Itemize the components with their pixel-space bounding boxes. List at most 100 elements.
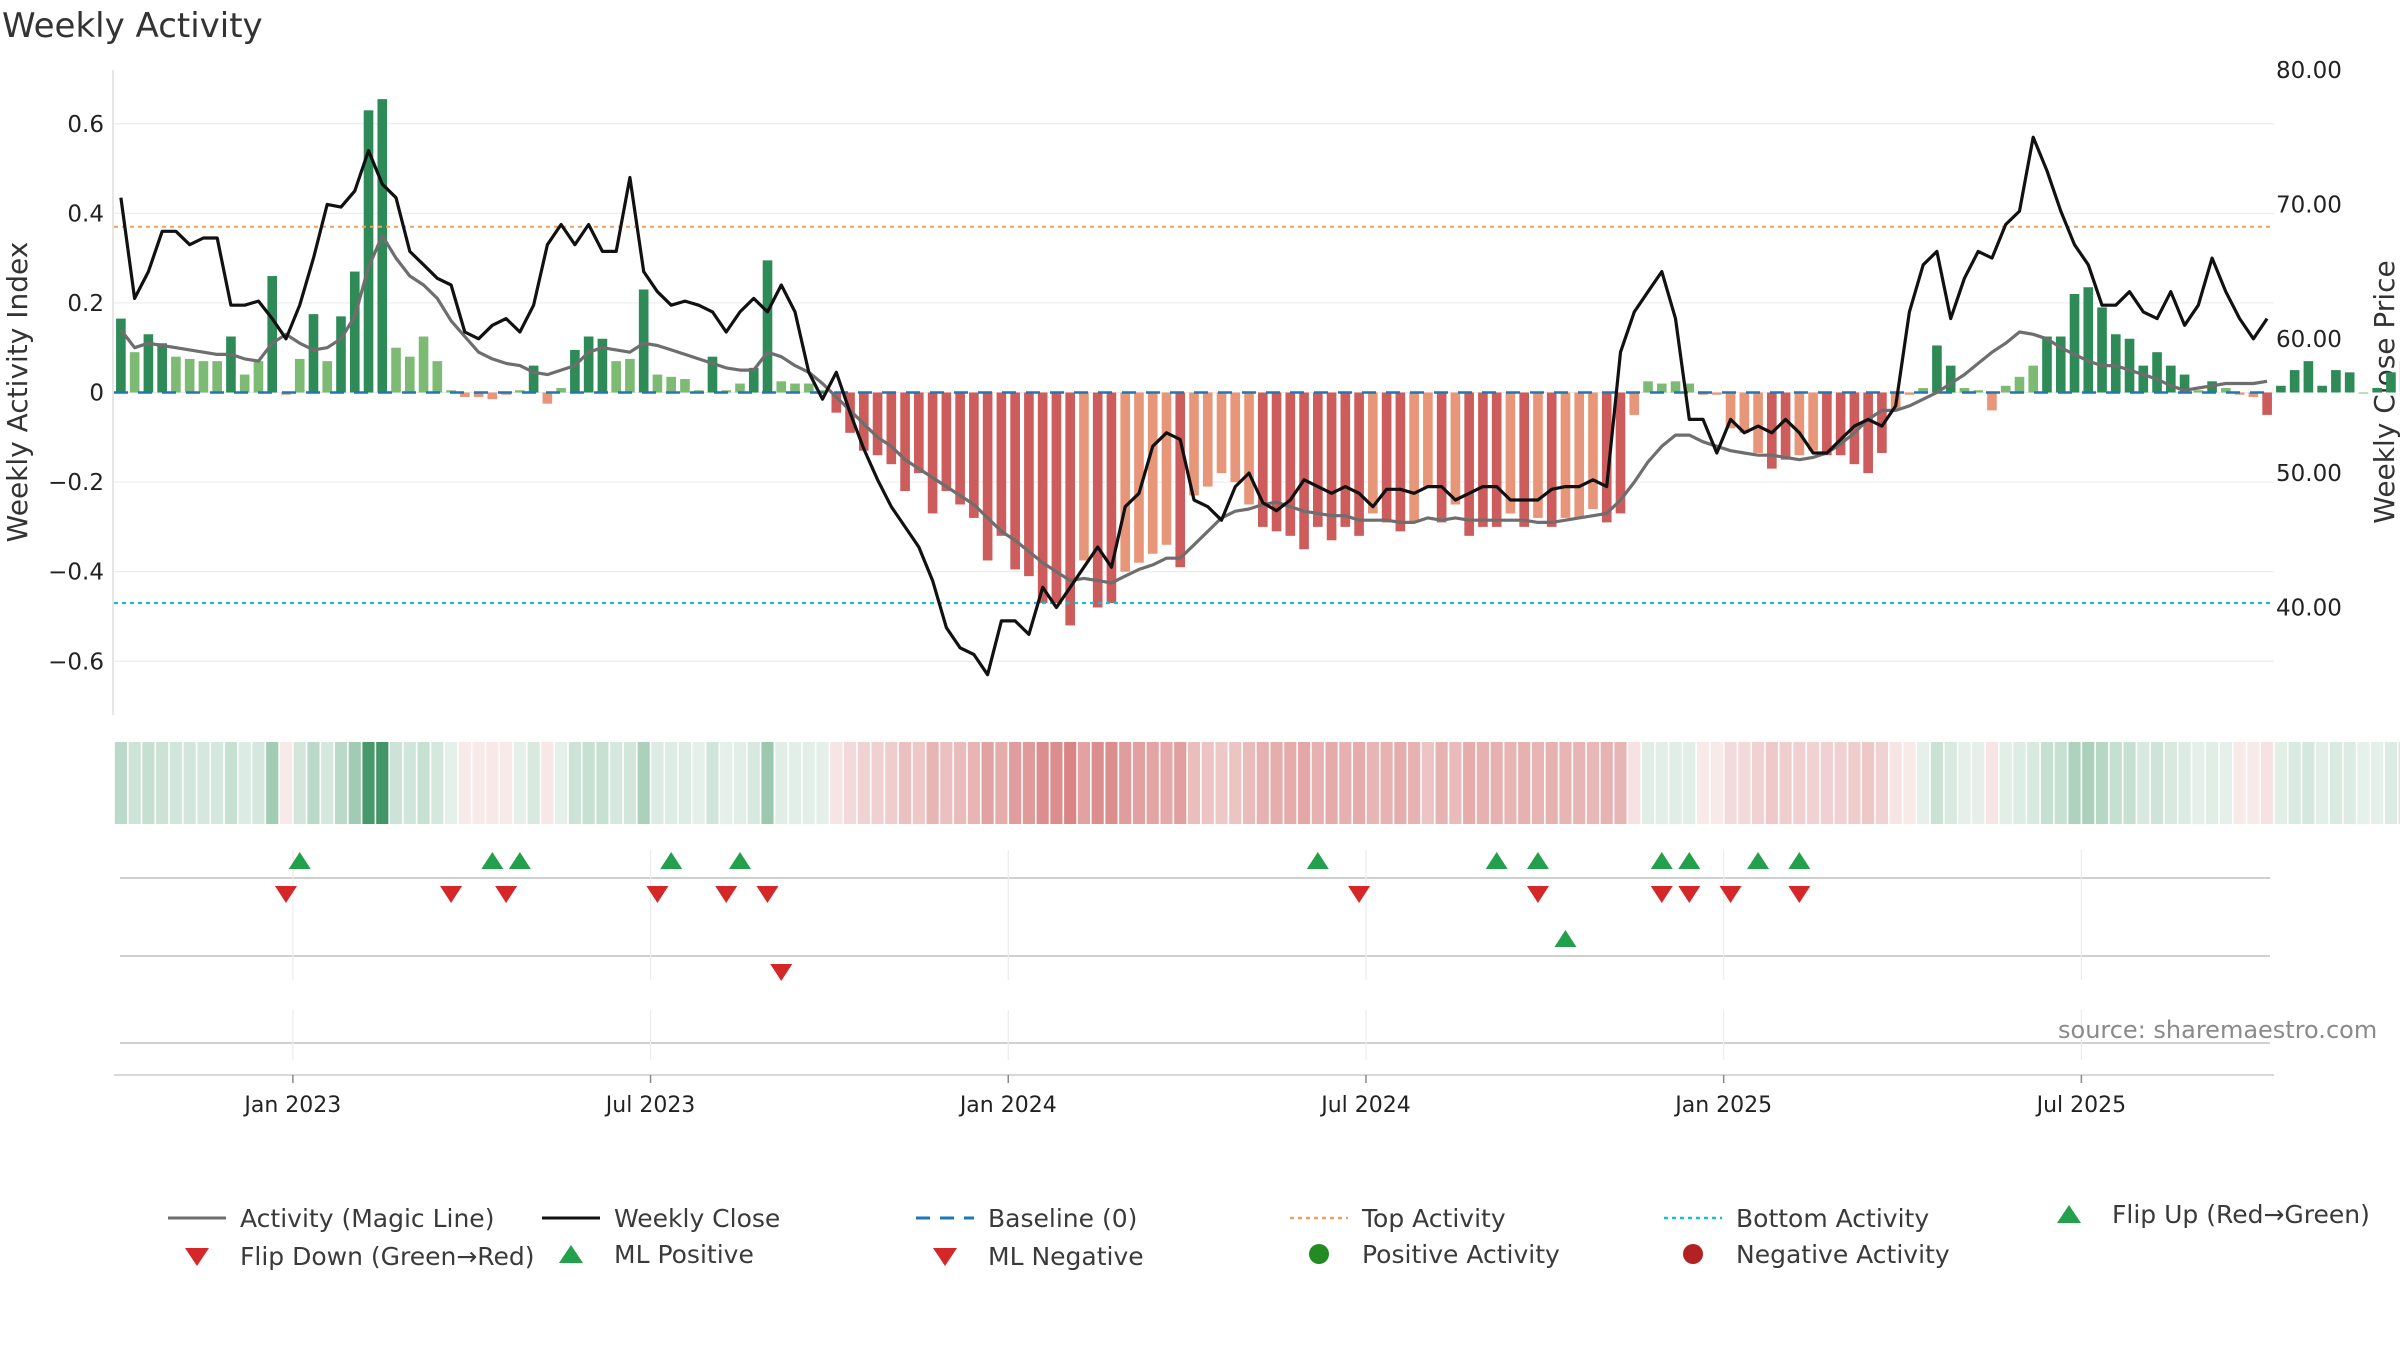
activity-bar bbox=[2193, 390, 2204, 393]
activity-bar bbox=[803, 383, 814, 393]
y2-tick-label: 50.00 bbox=[2276, 461, 2342, 487]
y2-tick-label: 70.00 bbox=[2276, 192, 2342, 218]
activity-bar bbox=[1423, 392, 1433, 487]
bottom-line-swatch-icon bbox=[1664, 1216, 1722, 1220]
activity-bar bbox=[611, 361, 621, 393]
activity-bar bbox=[858, 392, 869, 451]
activity-bar bbox=[1313, 392, 1323, 527]
activity-bar bbox=[1037, 392, 1048, 604]
activity-bar bbox=[1106, 392, 1117, 604]
flip-up-marker bbox=[660, 852, 683, 869]
heat-strip-cell bbox=[1628, 742, 1641, 824]
heat-strip-cell bbox=[555, 742, 568, 824]
heat-strip-cell bbox=[114, 742, 127, 824]
heat-strip-cell bbox=[1435, 742, 1448, 824]
activity-bar bbox=[2317, 385, 2327, 393]
flip-down-marker bbox=[274, 886, 297, 903]
activity-bar bbox=[1216, 392, 1227, 474]
legend-label: ML Positive bbox=[614, 1239, 754, 1269]
activity-bar bbox=[1147, 392, 1158, 554]
heat-strip-cell bbox=[2357, 742, 2370, 824]
activity-bar bbox=[171, 356, 181, 393]
heat-strip-cell bbox=[1917, 742, 1930, 824]
legend-item-bottom-activity: Bottom Activity bbox=[1664, 1200, 1929, 1236]
heat-strip-cell bbox=[1421, 742, 1434, 824]
heat-strip-cell bbox=[706, 742, 719, 824]
heat-strip-cell bbox=[596, 742, 609, 824]
activity-bar bbox=[1615, 392, 1626, 514]
activity-bar bbox=[2110, 334, 2121, 393]
flip-down-marker bbox=[495, 886, 518, 903]
heat-strip-cell bbox=[2013, 742, 2026, 824]
activity-bar bbox=[996, 392, 1007, 536]
heat-strip-cell bbox=[527, 742, 540, 824]
heat-strip-cell bbox=[183, 742, 196, 824]
heat-strip-cell bbox=[1366, 742, 1379, 824]
heat-strip-cell bbox=[1270, 742, 1283, 824]
chart-title: Weekly Activity bbox=[2, 6, 263, 46]
activity-bar bbox=[1711, 392, 1722, 395]
activity-bar bbox=[2152, 352, 2162, 393]
heat-strip-cell bbox=[954, 742, 967, 824]
heat-strip-cell bbox=[995, 742, 1008, 824]
activity-bar bbox=[666, 376, 677, 393]
legend-item-magic-line: Activity (Magic Line) bbox=[168, 1200, 494, 1236]
activity-bar bbox=[322, 361, 333, 393]
x-tick-label: Jul 2024 bbox=[1319, 1093, 1411, 1118]
activity-bar bbox=[625, 358, 635, 393]
heat-strip-cell bbox=[2164, 742, 2177, 824]
activity-bar bbox=[570, 349, 580, 393]
heat-strip-cell bbox=[2371, 742, 2384, 824]
heat-strip-cell bbox=[1696, 742, 1710, 824]
heat-strip-cell bbox=[940, 742, 953, 824]
heat-strip-cell bbox=[1297, 742, 1311, 824]
activity-bar bbox=[2000, 385, 2011, 393]
flip-down-marker bbox=[1719, 886, 1742, 903]
heat-strip-cell bbox=[1490, 742, 1503, 824]
activity-bar bbox=[982, 392, 993, 561]
legend-label: Positive Activity bbox=[1362, 1239, 1560, 1269]
activity-bar bbox=[1794, 392, 1805, 456]
heat-strip-cell bbox=[1339, 742, 1352, 824]
activity-bar bbox=[1656, 383, 1667, 393]
activity-bar bbox=[1684, 383, 1695, 393]
heat-strip-cell bbox=[678, 742, 692, 824]
y-axis-title: Weekly Activity Index bbox=[1, 242, 34, 543]
activity-bar bbox=[267, 276, 278, 393]
heat-strip-cell bbox=[981, 742, 994, 824]
legend-label: Weekly Close bbox=[614, 1203, 781, 1233]
heat-strip-cell bbox=[431, 742, 444, 824]
x-tick-label: Jan 2024 bbox=[958, 1093, 1057, 1118]
heat-strip-cell bbox=[2219, 742, 2232, 824]
heat-strip-cell bbox=[1160, 742, 1173, 824]
legend-item-top-activity: Top Activity bbox=[1290, 1200, 1506, 1236]
heat-strip-cell bbox=[334, 742, 348, 824]
legend-label: Baseline (0) bbox=[988, 1203, 1138, 1233]
flip-up-marker bbox=[1526, 852, 1549, 869]
activity-bar bbox=[1863, 392, 1873, 474]
heat-strip-cell bbox=[2302, 742, 2315, 824]
heat-strip-cell bbox=[2288, 742, 2301, 824]
heat-strip-cell bbox=[156, 742, 169, 824]
activity-bar bbox=[1959, 388, 1970, 393]
heat-strip-cell bbox=[1146, 742, 1159, 824]
heat-strip-cell bbox=[720, 742, 733, 824]
activity-bar bbox=[2138, 365, 2149, 393]
activity-bar bbox=[2097, 307, 2107, 393]
heat-strip-cell bbox=[1834, 742, 1847, 824]
heat-strip-cell bbox=[871, 742, 884, 824]
ml-positive-marker bbox=[1554, 930, 1577, 947]
y-tick-label: 0.4 bbox=[67, 201, 104, 227]
heat-strip-cell bbox=[692, 742, 705, 824]
heat-strip-cell bbox=[1036, 742, 1049, 824]
activity-bar bbox=[735, 383, 745, 393]
y-tick-label: −0.4 bbox=[48, 560, 104, 586]
heat-strip-cell bbox=[500, 742, 513, 824]
circle-icon bbox=[1683, 1244, 1703, 1264]
activity-bar bbox=[2248, 392, 2259, 397]
heat-strip-cell bbox=[321, 742, 334, 824]
heat-strip-cell bbox=[2343, 742, 2356, 824]
heat-strip-cell bbox=[362, 742, 375, 824]
activity-bar bbox=[748, 367, 759, 393]
heat-strip-cell bbox=[1132, 742, 1146, 824]
